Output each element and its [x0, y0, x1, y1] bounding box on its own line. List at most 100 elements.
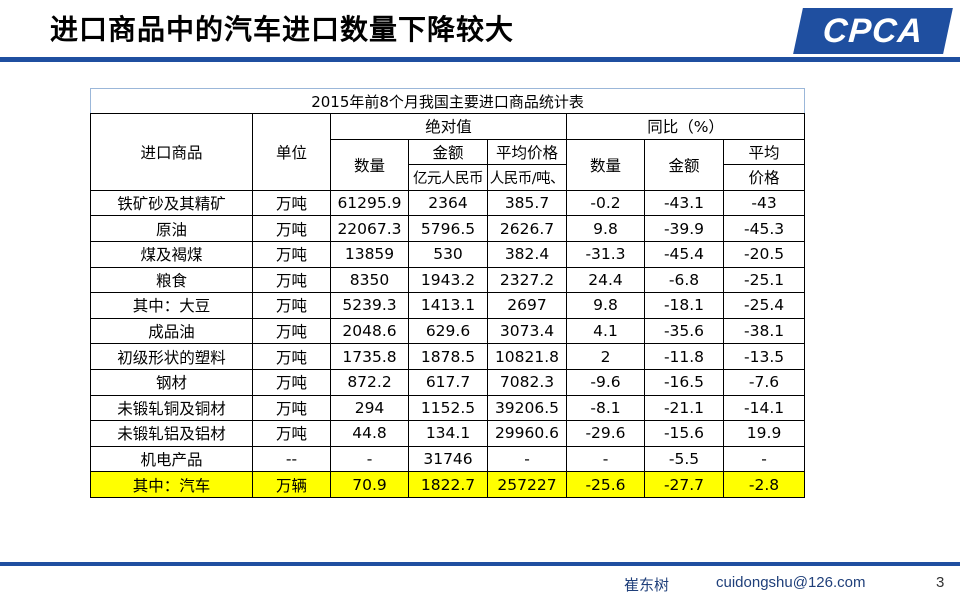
header-row-1: 进口商品 单位 绝对值 同比（%） [90, 113, 806, 191]
table-row: 其中：汽车 万辆 70.9 1822.7 257227 -25.6 -27.7 -2.8 [90, 471, 806, 498]
cell-unit: 万吨 [252, 394, 331, 422]
cell-unit: 万辆 [252, 471, 331, 498]
header-absolute: 绝对值 [330, 113, 567, 140]
table-row: 初级形状的塑料 万吨 1735.8 1878.5 10821.8 2 -11.8 -13.5 [90, 343, 806, 370]
page-number: 3 [936, 574, 945, 591]
cell-yoy-amount: -45.4 [644, 240, 724, 268]
table-row: 铁矿砂及其精矿 万吨 61295.9 2364 385.7 -0.2 -43.1 -43 [90, 189, 806, 217]
cell-yoy-price: -38.1 [722, 317, 806, 345]
cell-amount: 530 [408, 240, 488, 268]
footer-email: cuidongshu@126.com [716, 574, 866, 591]
cell-yoy-amount: -16.5 [644, 368, 724, 396]
cell-avg-price: 29960.6 [487, 420, 567, 447]
import-stats-table: 2015年前8个月我国主要进口商品统计表 进口商品 单位 绝对值 同比（%） 数… [89, 88, 806, 498]
header-amount-unit: 亿元人民币 [408, 164, 488, 191]
cell-quantity: 2048.6 [330, 317, 409, 345]
header-row-2: 数量 金额 平均价格 数量 金额 平均 [91, 138, 806, 191]
cell-yoy-price: -25.1 [722, 266, 806, 294]
cpca-logo: CPCA [793, 8, 953, 54]
cell-amount: 629.6 [408, 317, 488, 345]
table-row: 未锻轧铝及铝材 万吨 44.8 134.1 29960.6 -29.6 -15.6 19.9 [90, 420, 806, 447]
header-yoy-amount: 金额 [644, 138, 724, 191]
cell-yoy-quantity: -25.6 [566, 471, 645, 498]
cell-unit: 万吨 [252, 343, 331, 370]
cell-unit: 万吨 [252, 420, 331, 447]
cell-yoy-price: -2.8 [722, 471, 806, 498]
cell-amount: 1413.1 [408, 292, 488, 319]
cell-yoy-amount: -11.8 [644, 343, 724, 370]
cell-avg-price: 39206.5 [487, 394, 567, 422]
header-yoy-quantity: 数量 [566, 138, 645, 191]
cell-yoy-amount: -18.1 [644, 292, 724, 319]
table-caption: 2015年前8个月我国主要进口商品统计表 [89, 88, 806, 114]
cell-unit: 万吨 [252, 292, 331, 319]
table-row: 粮食 万吨 8350 1943.2 2327.2 24.4 -6.8 -25.1 [90, 266, 806, 294]
table-row: 其中：大豆 万吨 5239.3 1413.1 2697 9.8 -18.1 -25.4 [90, 292, 806, 319]
header-row-3: 亿元人民币 人民币/吨、 价格 [91, 164, 806, 191]
table-row: 未锻轧铜及铜材 万吨 294 1152.5 39206.5 -8.1 -21.1 -14.1 [90, 394, 806, 422]
cell-name: 未锻轧铝及铝材 [90, 420, 253, 447]
cell-yoy-amount: -27.7 [644, 471, 724, 498]
cell-amount: 2364 [408, 189, 488, 217]
cell-quantity: 294 [330, 394, 409, 422]
table-caption-row: 2015年前8个月我国主要进口商品统计表 [89, 88, 806, 114]
cell-yoy-amount: -35.6 [644, 317, 724, 345]
header-product: 进口商品 [90, 113, 253, 191]
cell-yoy-price: - [722, 445, 806, 473]
cell-avg-price: 2327.2 [487, 266, 567, 294]
cell-yoy-amount: -39.9 [644, 215, 724, 242]
cell-yoy-price: -14.1 [722, 394, 806, 422]
header-yoy: 同比（%） [565, 113, 806, 140]
cell-name: 原油 [90, 215, 253, 242]
cell-unit: 万吨 [252, 266, 331, 294]
cell-yoy-quantity: 9.8 [566, 215, 645, 242]
cell-unit: -- [252, 445, 331, 473]
cell-yoy-price: -20.5 [722, 240, 806, 268]
table-row: 原油 万吨 22067.3 5796.5 2626.7 9.8 -39.9 -45.3 [90, 215, 806, 242]
cell-unit: 万吨 [252, 240, 331, 268]
cell-quantity: 5239.3 [330, 292, 409, 319]
cell-yoy-price: -45.3 [722, 215, 806, 242]
cell-quantity: 22067.3 [330, 215, 409, 242]
cell-avg-price: 385.7 [487, 189, 567, 217]
header-unit: 单位 [252, 113, 331, 191]
cell-avg-price: 7082.3 [487, 368, 567, 396]
cell-name: 初级形状的塑料 [90, 343, 253, 370]
cell-name: 煤及褐煤 [90, 240, 253, 268]
cell-name: 其中：汽车 [90, 471, 253, 498]
header-yoy-avg-line1: 平均 [722, 138, 806, 166]
cell-avg-price: 257227 [487, 471, 567, 498]
cell-unit: 万吨 [252, 215, 331, 242]
cell-name: 粮食 [90, 266, 253, 294]
cell-yoy-quantity: 9.8 [566, 292, 645, 319]
cell-yoy-quantity: 24.4 [566, 266, 645, 294]
cell-quantity: 1735.8 [330, 343, 409, 370]
table-row: 煤及褐煤 万吨 13859 530 382.4 -31.3 -45.4 -20.5 [90, 240, 806, 268]
cell-unit: 万吨 [252, 317, 331, 345]
cell-yoy-price: 19.9 [722, 420, 806, 447]
cell-amount: 1152.5 [408, 394, 488, 422]
cell-amount: 617.7 [408, 368, 488, 396]
cell-quantity: 8350 [330, 266, 409, 294]
cell-avg-price: 382.4 [487, 240, 567, 268]
cell-yoy-price: -25.4 [722, 292, 806, 319]
header-amount: 金额 [408, 138, 488, 166]
cell-yoy-amount: -43.1 [644, 189, 724, 217]
cell-quantity: 61295.9 [330, 189, 409, 217]
cell-yoy-quantity: -29.6 [566, 420, 645, 447]
cell-yoy-amount: -6.8 [644, 266, 724, 294]
cell-quantity: 13859 [330, 240, 409, 268]
cell-quantity: 70.9 [330, 471, 409, 498]
header-avg-price: 平均价格 [487, 138, 567, 166]
cell-avg-price: 2697 [487, 292, 567, 319]
cell-quantity: 872.2 [330, 368, 409, 396]
header-quantity: 数量 [330, 138, 409, 191]
cell-yoy-amount: -21.1 [644, 394, 724, 422]
cell-avg-price: 10821.8 [487, 343, 567, 370]
cell-name: 铁矿砂及其精矿 [90, 189, 253, 217]
cell-unit: 万吨 [252, 189, 331, 217]
cell-yoy-quantity: 2 [566, 343, 645, 370]
cell-yoy-quantity: -0.2 [566, 189, 645, 217]
cell-name: 成品油 [90, 317, 253, 345]
logo-text: CPCA [821, 11, 925, 50]
